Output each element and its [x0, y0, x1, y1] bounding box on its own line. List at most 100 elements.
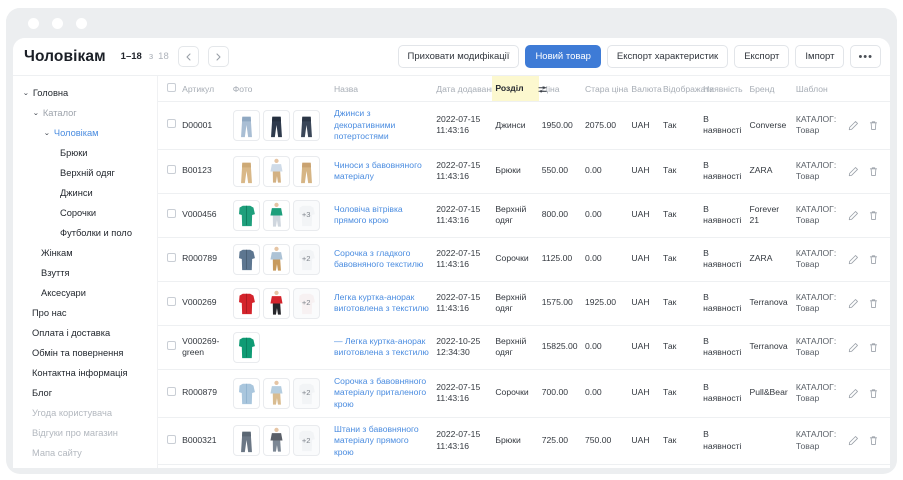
- pagination-prev-button[interactable]: [177, 46, 199, 67]
- row-checkbox[interactable]: [167, 340, 176, 350]
- sidebar-item-13[interactable]: Обмін та повернення: [13, 343, 157, 363]
- product-thumbnail[interactable]: [262, 199, 290, 231]
- col-header-name[interactable]: Назва: [330, 76, 434, 102]
- more-photos-badge[interactable]: +2: [292, 377, 320, 409]
- trash-icon[interactable]: [868, 210, 879, 221]
- export-specs-button[interactable]: Експорт характеристик: [606, 45, 729, 68]
- row-checkbox[interactable]: [167, 434, 176, 444]
- product-thumbnail[interactable]: [262, 243, 290, 275]
- edit-icon[interactable]: [848, 342, 859, 353]
- delete-button[interactable]: [868, 120, 879, 131]
- edit-icon[interactable]: [848, 435, 859, 446]
- sidebar-item-1[interactable]: ⌄ Каталог: [13, 103, 157, 123]
- trash-icon[interactable]: [868, 298, 879, 309]
- row-checkbox-cell[interactable]: [158, 193, 180, 238]
- sidebar-item-14[interactable]: Контактна інформація: [13, 363, 157, 383]
- products-table-container[interactable]: Артикул Фото Назва Дата додавання Розділ Ціна…: [158, 76, 890, 468]
- product-name-link[interactable]: Штани з бавовняного матеріалу прямого кр…: [333, 423, 419, 457]
- row-checkbox[interactable]: [167, 296, 176, 306]
- window-maximize-dot[interactable]: [76, 17, 87, 29]
- product-thumbnail[interactable]: [262, 109, 290, 141]
- new-product-button[interactable]: Новий товар: [525, 45, 601, 68]
- table-row[interactable]: B000321 +2 Штани з бавовняного матеріалу …: [158, 417, 890, 466]
- table-row[interactable]: R000789 +2 Сорочка з гладкого бавовняного…: [158, 237, 890, 282]
- table-row[interactable]: V000269 +2 Легка куртка-анорак виготовлен…: [158, 281, 890, 326]
- delete-button[interactable]: [868, 210, 879, 221]
- col-header-brand[interactable]: Бренд: [746, 76, 793, 102]
- table-row[interactable]: R000587 +2Чоловічі сорочки з легкого тек…: [158, 464, 890, 468]
- cell-name[interactable]: Чоловіча вітрівка прямого крою: [330, 193, 434, 238]
- more-actions-button[interactable]: •••: [850, 45, 881, 68]
- product-thumbnail[interactable]: [262, 287, 290, 319]
- edit-button[interactable]: [848, 120, 859, 131]
- edit-icon[interactable]: [848, 254, 859, 265]
- col-header-price[interactable]: Ціна: [538, 76, 582, 102]
- chevron-down-icon[interactable]: ⌄: [32, 109, 40, 117]
- row-checkbox-cell[interactable]: [158, 369, 180, 418]
- cell-name[interactable]: Легка куртка-анорак виготовлена з тексти…: [330, 281, 434, 326]
- product-name-link[interactable]: Сорочка з бавовняного матеріалу притален…: [333, 375, 427, 409]
- product-name-link[interactable]: Чоловіча вітрівка прямого крою: [333, 203, 403, 226]
- row-checkbox[interactable]: [167, 252, 176, 262]
- product-thumbnail[interactable]: [232, 425, 260, 457]
- col-header-old[interactable]: Стара ціна: [581, 76, 629, 102]
- product-thumbnail[interactable]: [292, 109, 320, 141]
- sidebar-item-12[interactable]: Оплата і доставка: [13, 323, 157, 343]
- select-all-checkbox[interactable]: [167, 83, 176, 92]
- sidebar-item-4[interactable]: Верхній одяг: [13, 163, 157, 183]
- window-close-dot[interactable]: [28, 17, 39, 29]
- edit-button[interactable]: [848, 342, 859, 353]
- chevron-down-icon[interactable]: ⌄: [22, 89, 30, 97]
- trash-icon[interactable]: [868, 166, 879, 177]
- product-thumbnail[interactable]: [232, 155, 260, 187]
- cell-name[interactable]: Чиноси з бавовняного матеріалу: [330, 149, 434, 194]
- delete-button[interactable]: [868, 435, 879, 446]
- col-header-tmpl[interactable]: Шаблон: [792, 76, 842, 102]
- sidebar-item-11[interactable]: Про нас: [13, 303, 157, 323]
- row-checkbox-cell[interactable]: [158, 101, 180, 150]
- row-checkbox-cell[interactable]: [158, 464, 180, 468]
- delete-button[interactable]: [868, 298, 879, 309]
- sidebar-item-6[interactable]: Сорочки: [13, 203, 157, 223]
- row-checkbox[interactable]: [167, 208, 176, 218]
- col-header-display[interactable]: Відображати: [660, 76, 714, 102]
- delete-button[interactable]: [868, 166, 879, 177]
- edit-icon[interactable]: [848, 120, 859, 131]
- edit-button[interactable]: [848, 166, 859, 177]
- product-name-link[interactable]: Джинси з декоративними потертостями: [333, 108, 396, 142]
- table-row[interactable]: B00123 Чиноси з бавовняного матеріалу 202…: [158, 149, 890, 194]
- edit-button[interactable]: [848, 298, 859, 309]
- product-thumbnail[interactable]: [232, 199, 260, 231]
- row-checkbox[interactable]: [167, 386, 176, 396]
- hide-modifications-button[interactable]: Приховати модифікації: [397, 45, 520, 68]
- window-minimize-dot[interactable]: [52, 17, 63, 29]
- more-photos-badge[interactable]: +2: [292, 287, 320, 319]
- edit-button[interactable]: [848, 254, 859, 265]
- trash-icon[interactable]: [868, 254, 879, 265]
- chevron-down-icon[interactable]: ⌄: [43, 129, 51, 137]
- product-thumbnail[interactable]: [262, 425, 290, 457]
- row-checkbox-cell[interactable]: [158, 281, 180, 326]
- table-row[interactable]: D00001 Джинси з декоративними потертостям…: [158, 101, 890, 150]
- col-header-avail[interactable]: Наявність: [700, 76, 747, 102]
- product-thumbnail[interactable]: [232, 287, 260, 319]
- product-thumbnail[interactable]: [232, 331, 260, 363]
- col-header-check[interactable]: [158, 76, 180, 102]
- edit-button[interactable]: [848, 435, 859, 446]
- product-thumbnail[interactable]: [232, 377, 260, 409]
- sidebar-item-10[interactable]: Аксесуари: [13, 283, 157, 303]
- sidebar-item-2[interactable]: ⌄ Чоловікам: [13, 123, 157, 143]
- sidebar-item-3[interactable]: Брюки: [13, 143, 157, 163]
- trash-icon[interactable]: [868, 388, 879, 399]
- col-header-cur[interactable]: Валюта: [628, 76, 662, 102]
- sidebar-item-15[interactable]: Блог: [13, 383, 157, 403]
- product-name-link[interactable]: Легка куртка-анорак виготовлена з тексти…: [333, 291, 429, 314]
- product-name-link[interactable]: — Легка куртка-анорак виготовлена з текс…: [333, 335, 429, 358]
- product-name-link[interactable]: Чиноси з бавовняного матеріалу: [333, 159, 422, 182]
- edit-icon[interactable]: [848, 298, 859, 309]
- row-checkbox-cell[interactable]: [158, 149, 180, 194]
- sidebar-item-5[interactable]: Джинси: [13, 183, 157, 203]
- table-row[interactable]: R000879 +2 Сорочка з бавовняного матеріал…: [158, 369, 890, 418]
- row-checkbox[interactable]: [167, 164, 176, 174]
- cell-name[interactable]: Чоловічі сорочки з легкого текстилю: [330, 464, 434, 468]
